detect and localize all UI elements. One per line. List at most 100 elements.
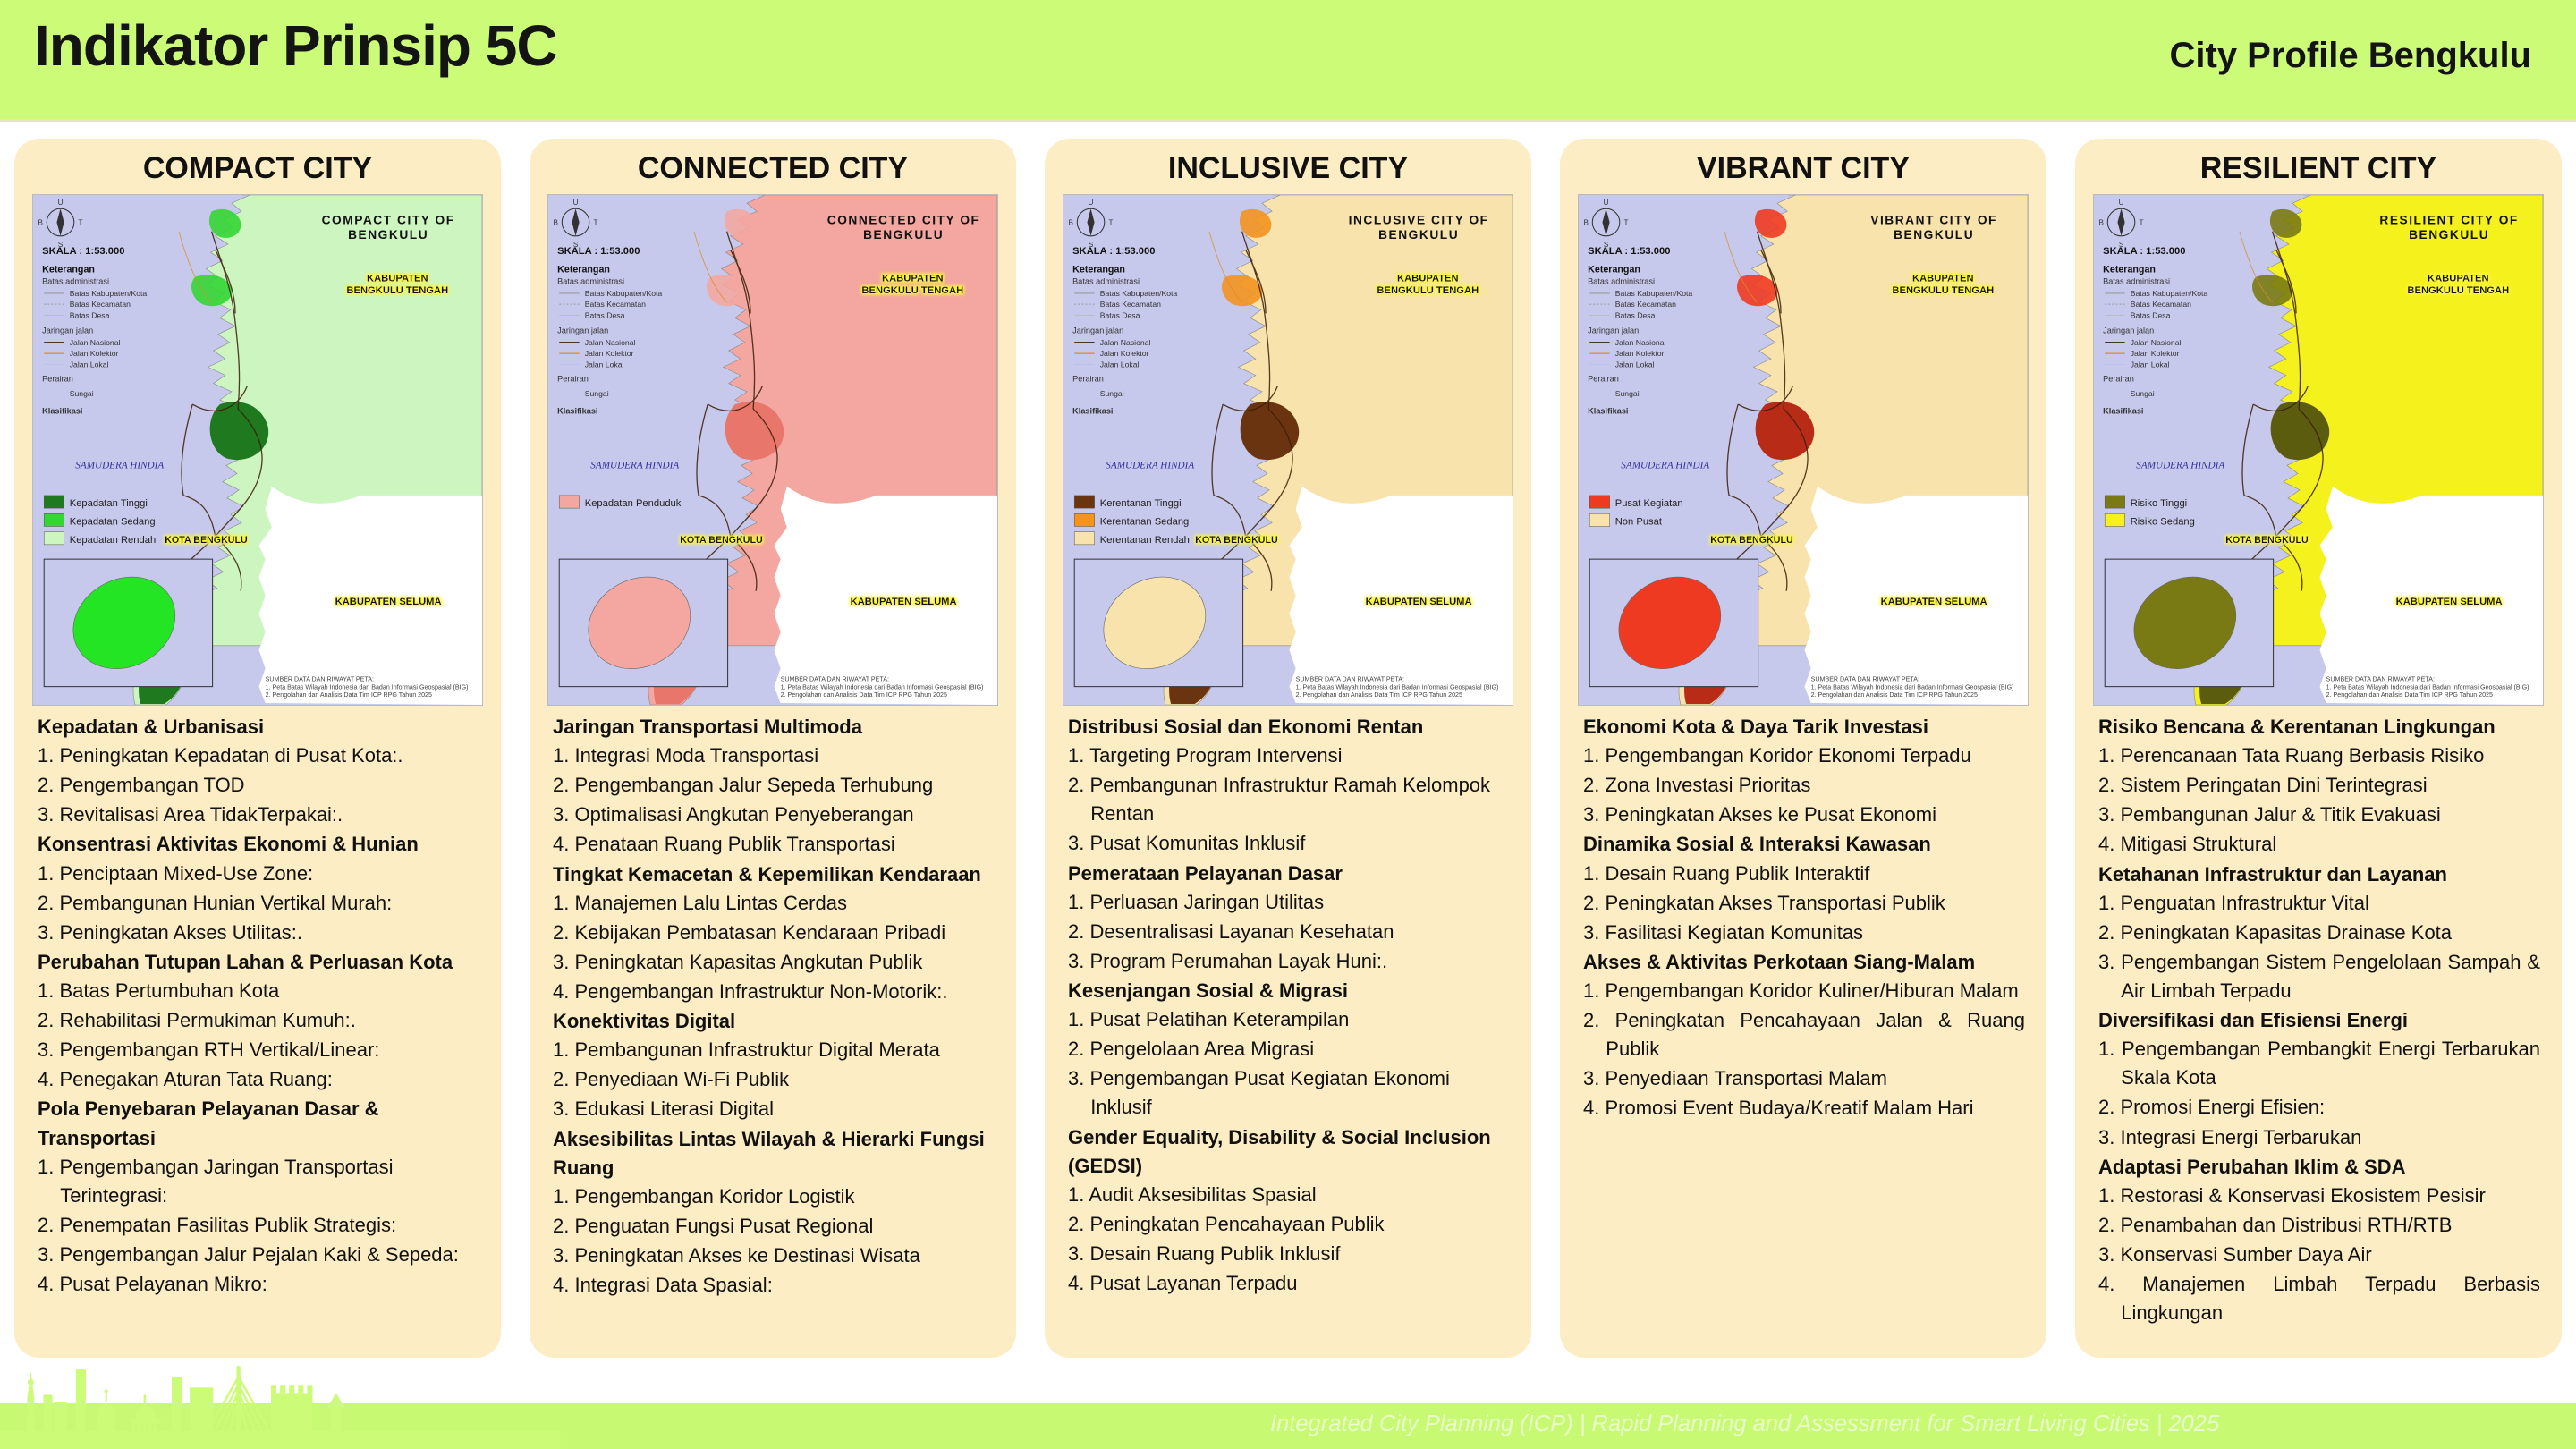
- svg-text:SAMUDERA HINDIA: SAMUDERA HINDIA: [2136, 460, 2224, 470]
- svg-text:Jalan Nasional: Jalan Nasional: [585, 338, 636, 347]
- svg-text:SUMBER DATA DAN RIWAYAT PETA:: SUMBER DATA DAN RIWAYAT PETA:: [1811, 676, 1919, 683]
- svg-text:Jalan Nasional: Jalan Nasional: [1100, 338, 1151, 347]
- svg-text:KABUPATEN SELUMA: KABUPATEN SELUMA: [1366, 597, 1472, 607]
- svg-text:Batas administrasi: Batas administrasi: [42, 277, 109, 286]
- svg-text:SUMBER DATA DAN RIWAYAT PETA:: SUMBER DATA DAN RIWAYAT PETA:: [781, 676, 889, 683]
- svg-text:2. Pengolahan dan Analisis Dat: 2. Pengolahan dan Analisis Data Tim ICP …: [2326, 691, 2493, 699]
- svg-text:1. Peta Batas Wilayah Indonesi: 1. Peta Batas Wilayah Indonesia dari Bad…: [1296, 684, 1499, 691]
- svg-text:KABUPATEN SELUMA: KABUPATEN SELUMA: [851, 597, 957, 607]
- svg-text:Keterangan: Keterangan: [42, 265, 95, 275]
- svg-text:SAMUDERA HINDIA: SAMUDERA HINDIA: [590, 460, 679, 470]
- svg-text:Jalan Nasional: Jalan Nasional: [70, 338, 121, 347]
- svg-text:Keterangan: Keterangan: [2103, 265, 2156, 275]
- svg-text:Batas Kabupaten/Kota: Batas Kabupaten/Kota: [585, 289, 663, 298]
- svg-text:T: T: [78, 219, 82, 227]
- svg-text:Batas Kecamatan: Batas Kecamatan: [70, 300, 131, 309]
- svg-text:BENGKULU: BENGKULU: [863, 228, 944, 242]
- svg-text:KOTA BENGKULU: KOTA BENGKULU: [1195, 535, 1278, 546]
- svg-text:Kerentanan Tinggi: Kerentanan Tinggi: [1100, 498, 1182, 509]
- svg-text:Jalan Lokal: Jalan Lokal: [1615, 360, 1655, 369]
- svg-text:2. Pengolahan dan Analisis Dat: 2. Pengolahan dan Analisis Data Tim ICP …: [1296, 691, 1462, 699]
- svg-text:T: T: [1108, 219, 1113, 227]
- svg-text:Batas Kecamatan: Batas Kecamatan: [1100, 300, 1161, 309]
- svg-text:Jalan Kolektor: Jalan Kolektor: [1615, 349, 1665, 358]
- svg-text:KOTA BENGKULU: KOTA BENGKULU: [1710, 535, 1793, 546]
- svg-text:Batas Kecamatan: Batas Kecamatan: [585, 300, 646, 309]
- svg-text:RESILIENT CITY OF: RESILIENT CITY OF: [2379, 214, 2518, 227]
- svg-text:Jaringan jalan: Jaringan jalan: [1588, 326, 1639, 335]
- svg-text:KABUPATEN SELUMA: KABUPATEN SELUMA: [1881, 597, 1987, 607]
- svg-text:Batas Kecamatan: Batas Kecamatan: [1615, 300, 1676, 309]
- svg-text:Batas Kabupaten/Kota: Batas Kabupaten/Kota: [70, 289, 148, 298]
- svg-text:Jalan Lokal: Jalan Lokal: [70, 360, 109, 369]
- svg-text:Keterangan: Keterangan: [1588, 265, 1640, 275]
- svg-text:BENGKULU: BENGKULU: [2409, 228, 2489, 242]
- svg-text:U: U: [2119, 199, 2124, 207]
- svg-text:Batas administrasi: Batas administrasi: [2103, 277, 2170, 286]
- svg-text:CONNECTED CITY OF: CONNECTED CITY OF: [827, 214, 980, 227]
- svg-text:SAMUDERA HINDIA: SAMUDERA HINDIA: [1106, 460, 1194, 470]
- svg-text:Kerentanan Sedang: Kerentanan Sedang: [1100, 516, 1190, 527]
- svg-text:VIBRANT CITY OF: VIBRANT CITY OF: [1870, 214, 1997, 227]
- svg-text:Jaringan jalan: Jaringan jalan: [1072, 326, 1123, 335]
- svg-text:BENGKULU: BENGKULU: [1378, 228, 1459, 242]
- svg-text:BENGKULU TENGAH: BENGKULU TENGAH: [861, 285, 963, 296]
- svg-text:SUMBER DATA DAN RIWAYAT PETA:: SUMBER DATA DAN RIWAYAT PETA:: [2326, 676, 2435, 683]
- svg-text:BENGKULU TENGAH: BENGKULU TENGAH: [1377, 285, 1479, 296]
- svg-text:Klasifikasi: Klasifikasi: [42, 406, 82, 415]
- svg-text:Jaringan jalan: Jaringan jalan: [2103, 326, 2154, 335]
- svg-text:Jalan Nasional: Jalan Nasional: [2131, 338, 2182, 347]
- svg-text:COMPACT CITY OF: COMPACT CITY OF: [322, 214, 455, 227]
- svg-text:SAMUDERA HINDIA: SAMUDERA HINDIA: [75, 460, 164, 470]
- svg-text:Jalan Lokal: Jalan Lokal: [1100, 360, 1140, 369]
- svg-text:Batas Desa: Batas Desa: [1615, 310, 1656, 319]
- svg-text:BENGKULU: BENGKULU: [1894, 228, 1974, 242]
- svg-text:Perairan: Perairan: [42, 375, 73, 384]
- svg-text:Sungai: Sungai: [70, 389, 94, 398]
- svg-text:B: B: [1583, 219, 1588, 227]
- svg-text:Risiko Sedang: Risiko Sedang: [2131, 516, 2195, 527]
- svg-text:Klasifikasi: Klasifikasi: [557, 406, 597, 415]
- svg-text:Batas Kabupaten/Kota: Batas Kabupaten/Kota: [2131, 289, 2208, 298]
- svg-text:1. Peta Batas Wilayah Indonesi: 1. Peta Batas Wilayah Indonesia dari Bad…: [266, 684, 469, 691]
- svg-text:1. Peta Batas Wilayah Indonesi: 1. Peta Batas Wilayah Indonesia dari Bad…: [781, 684, 984, 691]
- svg-text:KABUPATEN SELUMA: KABUPATEN SELUMA: [2396, 597, 2503, 607]
- svg-text:Klasifikasi: Klasifikasi: [1588, 406, 1628, 415]
- svg-text:Keterangan: Keterangan: [557, 265, 610, 275]
- svg-text:Kepadatan Sedang: Kepadatan Sedang: [70, 516, 156, 527]
- svg-text:Jalan Kolektor: Jalan Kolektor: [1100, 349, 1149, 358]
- svg-text:2. Pengolahan dan Analisis Dat: 2. Pengolahan dan Analisis Data Tim ICP …: [781, 691, 947, 699]
- svg-text:1. Peta Batas Wilayah Indonesi: 1. Peta Batas Wilayah Indonesia dari Bad…: [1811, 684, 2014, 691]
- svg-text:BENGKULU TENGAH: BENGKULU TENGAH: [346, 285, 448, 296]
- svg-text:Jalan Lokal: Jalan Lokal: [585, 360, 624, 369]
- svg-text:Klasifikasi: Klasifikasi: [1072, 406, 1113, 415]
- svg-text:Perairan: Perairan: [1588, 375, 1619, 384]
- svg-text:U: U: [1604, 199, 1609, 207]
- svg-text:Pusat Kegiatan: Pusat Kegiatan: [1615, 498, 1683, 509]
- svg-text:B: B: [2098, 219, 2103, 227]
- svg-text:SUMBER DATA DAN RIWAYAT PETA:: SUMBER DATA DAN RIWAYAT PETA:: [266, 676, 374, 683]
- svg-text:B: B: [553, 219, 557, 227]
- svg-text:B: B: [38, 219, 42, 227]
- svg-text:B: B: [1068, 219, 1072, 227]
- svg-text:SKALA : 1:53.000: SKALA : 1:53.000: [42, 246, 124, 257]
- svg-text:SAMUDERA HINDIA: SAMUDERA HINDIA: [1621, 460, 1709, 470]
- svg-text:Jalan Kolektor: Jalan Kolektor: [2131, 349, 2180, 358]
- svg-text:Kerentanan Rendah: Kerentanan Rendah: [1100, 535, 1190, 546]
- svg-text:Jalan Nasional: Jalan Nasional: [1615, 338, 1666, 347]
- svg-text:Batas Kecamatan: Batas Kecamatan: [2131, 300, 2191, 309]
- svg-text:T: T: [1623, 219, 1628, 227]
- svg-text:Sungai: Sungai: [2131, 389, 2155, 398]
- svg-text:KOTA BENGKULU: KOTA BENGKULU: [165, 535, 248, 546]
- svg-text:Kepadatan Penduduk: Kepadatan Penduduk: [585, 498, 682, 509]
- svg-text:KOTA BENGKULU: KOTA BENGKULU: [2225, 535, 2309, 546]
- svg-text:Klasifikasi: Klasifikasi: [2103, 406, 2143, 415]
- svg-text:Batas administrasi: Batas administrasi: [1588, 277, 1655, 286]
- svg-text:U: U: [573, 199, 579, 207]
- svg-text:Perairan: Perairan: [1072, 375, 1104, 384]
- svg-text:SKALA : 1:53.000: SKALA : 1:53.000: [1072, 246, 1155, 257]
- svg-text:Non Pusat: Non Pusat: [1615, 516, 1663, 527]
- svg-text:Perairan: Perairan: [557, 375, 589, 384]
- svg-text:2. Pengolahan dan Analisis Dat: 2. Pengolahan dan Analisis Data Tim ICP …: [266, 691, 432, 699]
- svg-text:Batas Desa: Batas Desa: [70, 310, 110, 319]
